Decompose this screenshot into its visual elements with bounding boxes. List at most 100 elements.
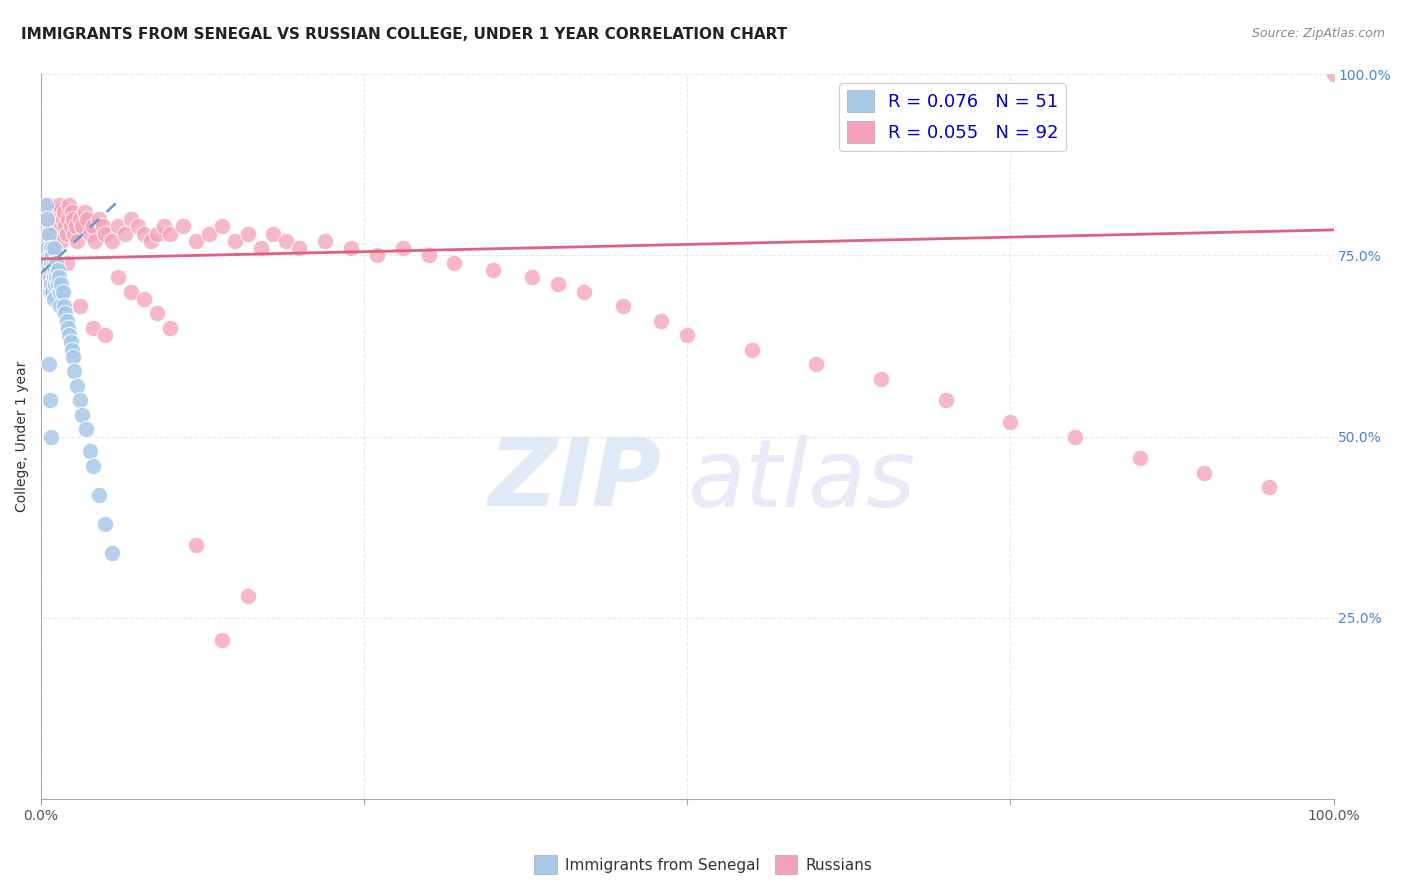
Point (79, 444, 101, 458)
Point (120, 285, 142, 299)
Point (42, 241, 65, 255)
Point (741, 343, 763, 357)
Point (1000, 415, 1022, 429)
Point (41, 285, 63, 299)
Point (42, 248, 65, 262)
Point (59, 335, 82, 350)
Point (134, 227, 156, 241)
Point (55, 313, 77, 327)
Point (58, 197, 80, 211)
Point (38, 248, 60, 262)
Point (46, 262, 69, 277)
Point (391, 241, 413, 255)
Point (49, 285, 72, 299)
Text: IMMIGRANTS FROM SENEGAL VS RUSSIAN COLLEGE, UNDER 1 YEAR CORRELATION CHART: IMMIGRANTS FROM SENEGAL VS RUSSIAN COLLE… (21, 27, 787, 42)
Point (37, 255, 59, 269)
Point (94, 328, 117, 343)
Point (152, 219, 174, 234)
Point (51, 277, 73, 292)
Point (63, 364, 86, 378)
Point (69, 393, 91, 408)
Point (198, 227, 221, 241)
Point (44, 277, 66, 292)
Point (66, 234, 89, 248)
Point (69, 299, 91, 313)
Point (520, 270, 543, 285)
Point (1194, 466, 1216, 480)
Point (91, 219, 114, 234)
Point (41, 204, 63, 219)
Point (101, 234, 124, 248)
Point (46, 204, 69, 219)
Point (870, 371, 893, 385)
Point (42, 292, 65, 306)
Point (58, 328, 80, 343)
Point (53, 306, 76, 320)
Point (276, 234, 298, 248)
Point (60, 204, 83, 219)
Point (37, 241, 59, 255)
Point (44, 262, 66, 277)
Point (107, 270, 129, 285)
Point (159, 227, 181, 241)
Point (62, 212, 84, 227)
Point (288, 241, 311, 255)
Point (48, 197, 70, 211)
Legend: R = 0.076   N = 51, R = 0.055   N = 92: R = 0.076 N = 51, R = 0.055 N = 92 (839, 83, 1066, 151)
Point (73, 204, 96, 219)
Point (443, 255, 465, 269)
Point (39, 277, 62, 292)
Point (101, 545, 124, 559)
Point (39, 255, 62, 269)
Point (55, 227, 77, 241)
Point (94, 516, 117, 531)
Point (55, 255, 77, 269)
Point (1064, 429, 1087, 443)
Point (612, 299, 634, 313)
Point (38, 262, 60, 277)
Point (38, 285, 60, 299)
Point (48, 270, 70, 285)
Point (70, 408, 93, 422)
Point (51, 219, 73, 234)
Point (41, 262, 63, 277)
Point (39, 219, 62, 234)
Point (184, 538, 207, 552)
Point (62, 350, 84, 364)
Point (65, 219, 87, 234)
Point (38, 393, 60, 408)
Point (211, 632, 233, 647)
Point (84, 234, 107, 248)
Point (38, 197, 60, 211)
Point (45, 270, 67, 285)
Point (37, 227, 59, 241)
Point (87, 487, 110, 501)
Point (87, 212, 110, 227)
Point (114, 227, 136, 241)
Point (366, 248, 388, 262)
Point (82, 320, 104, 334)
Point (146, 306, 169, 320)
Point (107, 219, 129, 234)
Point (79, 227, 101, 241)
Point (60, 343, 83, 357)
Point (42, 255, 65, 269)
Point (572, 285, 595, 299)
Point (53, 219, 76, 234)
Point (63, 227, 86, 241)
Point (52, 285, 75, 299)
Point (134, 292, 156, 306)
Legend: Immigrants from Senegal, Russians: Immigrants from Senegal, Russians (527, 849, 879, 880)
Point (53, 204, 76, 219)
Point (806, 357, 828, 371)
Point (39, 429, 62, 443)
Point (676, 328, 699, 343)
Point (37, 212, 59, 227)
Point (547, 277, 569, 292)
Point (41, 248, 63, 262)
Point (76, 212, 98, 227)
Point (38, 270, 60, 285)
Point (44, 219, 66, 234)
Point (482, 262, 505, 277)
Point (56, 320, 79, 334)
